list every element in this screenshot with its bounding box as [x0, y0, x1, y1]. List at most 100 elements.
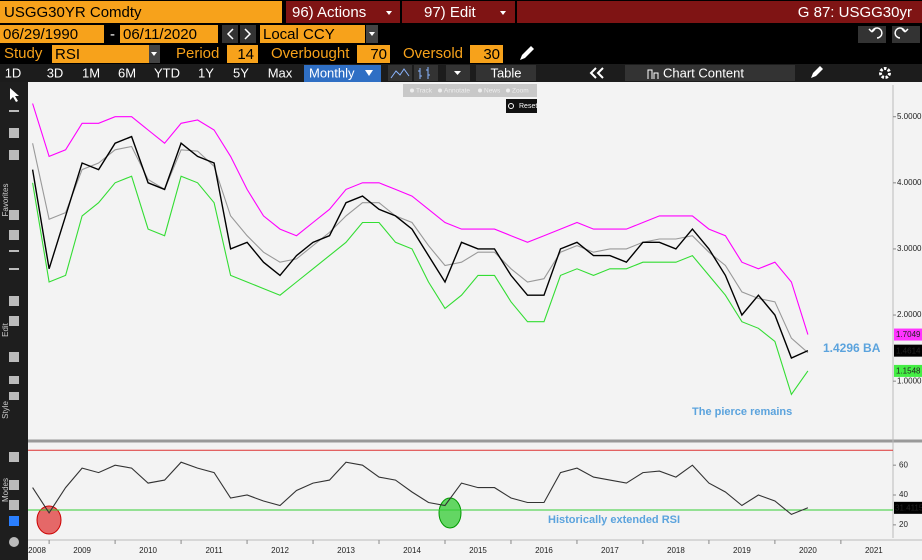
end-date-box[interactable] [120, 25, 218, 43]
range-button[interactable]: 1Y [198, 65, 214, 80]
y-tick-label: 1.0000 [897, 376, 922, 385]
series-line [32, 103, 809, 335]
y-tick-label: 60 [899, 460, 908, 469]
y-tick-label: 5.0000 [897, 112, 922, 121]
highlight-circle [36, 505, 62, 535]
undo-button[interactable] [858, 26, 886, 43]
tool-icon [438, 88, 442, 93]
range-button[interactable]: 1D [5, 65, 22, 80]
oversold-box[interactable] [470, 45, 503, 63]
range-button[interactable]: YTD [154, 65, 180, 80]
actions-label[interactable]: 96) Actions [292, 4, 366, 21]
edit-button[interactable] [402, 1, 515, 23]
frequency-button[interactable] [304, 65, 381, 82]
next-button[interactable] [240, 25, 256, 43]
overbought-label: Overbought [271, 45, 350, 62]
screen-bar [517, 1, 922, 23]
currency[interactable]: Local CCY [263, 26, 335, 43]
series-line [32, 461, 809, 516]
start-date[interactable]: 06/29/1990 [3, 26, 78, 43]
range-button[interactable]: 3D [47, 65, 64, 80]
x-tick-label: 2020 [799, 546, 817, 555]
table[interactable]: Table [490, 65, 521, 80]
annotation: Historically extended RSI [548, 514, 680, 526]
reset-icon [508, 103, 514, 109]
settings-icon[interactable] [879, 67, 891, 79]
screen-code: G 87: USGG30yr [798, 4, 912, 21]
edit-label[interactable]: 97) Edit [424, 4, 477, 21]
last-value-box [894, 501, 922, 514]
prev-icon [226, 28, 234, 40]
table-button[interactable] [476, 65, 536, 81]
y-tick-label: 40 [899, 490, 908, 499]
oversold[interactable]: 30 [483, 46, 500, 63]
caret [369, 32, 375, 36]
side-label: Favorites [1, 184, 10, 217]
range-button[interactable]: 6M [118, 65, 136, 80]
overbought-box[interactable] [357, 45, 390, 63]
reset[interactable]: Reset [519, 103, 537, 110]
last-value-box [894, 364, 922, 377]
study-box[interactable] [52, 45, 160, 63]
prev-button[interactable] [222, 25, 238, 43]
annotation: 1.4296 BA [823, 341, 881, 355]
period[interactable]: 14 [237, 46, 254, 63]
redo-button[interactable] [892, 26, 920, 43]
study-label: Study [4, 45, 43, 62]
chart-content-button[interactable] [625, 65, 795, 81]
x-tick-label: 2008 [28, 546, 46, 555]
y-tick-label: 20 [899, 520, 908, 529]
start-date-box[interactable] [0, 25, 104, 43]
side-label: Edit [1, 322, 10, 337]
last-value-box [894, 328, 922, 341]
y-tick-label: 3.0000 [897, 244, 922, 253]
bar-chart-button[interactable] [414, 65, 438, 81]
tool-buttons: Track Annotate News Zoom [410, 88, 529, 95]
tool-button[interactable]: Annotate [444, 88, 470, 95]
last-value-label: 1.1548 [896, 367, 921, 376]
series-line [31, 135, 809, 359]
x-tick-label: 2016 [535, 546, 553, 555]
range-button[interactable]: 1M [82, 65, 100, 80]
tool-button[interactable]: News [484, 88, 501, 95]
reset-button[interactable] [506, 99, 537, 113]
x-tick-label: 2015 [469, 546, 487, 555]
collapse-icon[interactable] [589, 67, 604, 79]
ohlc-icon [418, 67, 430, 79]
line-chart-button[interactable] [388, 65, 412, 81]
frequency[interactable]: Monthly [309, 65, 355, 80]
x-tick-label: 2018 [667, 546, 685, 555]
caret [500, 11, 506, 15]
x-tick-label: 2009 [73, 546, 91, 555]
highlight-circle [438, 497, 462, 529]
study[interactable]: RSI [55, 46, 80, 63]
series-line [32, 175, 809, 396]
chart-tools [403, 84, 537, 97]
range-button[interactable]: Max [268, 65, 293, 80]
tool-button[interactable]: Zoom [512, 88, 529, 95]
edit-icon[interactable] [811, 66, 823, 78]
tool-icon [478, 88, 482, 93]
overbought[interactable]: 70 [370, 46, 387, 63]
ticker[interactable]: USGG30YR Comdty [4, 4, 142, 21]
y-tick-label: 4.0000 [897, 178, 922, 187]
range-button[interactable]: 5Y [233, 65, 249, 80]
ticker-box[interactable] [0, 1, 282, 23]
annotation: The pierce remains [692, 406, 792, 418]
date-separator: - [110, 26, 115, 43]
x-tick-label: 2017 [601, 546, 619, 555]
actions-button[interactable] [286, 1, 400, 23]
pencil-icon[interactable] [520, 46, 534, 60]
tool-button[interactable]: Track [416, 88, 433, 95]
tool-icon [506, 88, 510, 93]
period-box[interactable] [227, 45, 258, 63]
currency-box[interactable] [260, 25, 365, 43]
line-icon [390, 68, 410, 79]
end-date[interactable]: 06/11/2020 [123, 26, 197, 43]
x-tick-label: 2012 [271, 546, 289, 555]
last-value-box [894, 344, 922, 357]
next-icon [244, 28, 252, 40]
range-buttons: 1D 3D 1M 6M YTD 1Y 5Y Max [5, 65, 293, 80]
chart-content[interactable]: Chart Content [663, 65, 744, 80]
